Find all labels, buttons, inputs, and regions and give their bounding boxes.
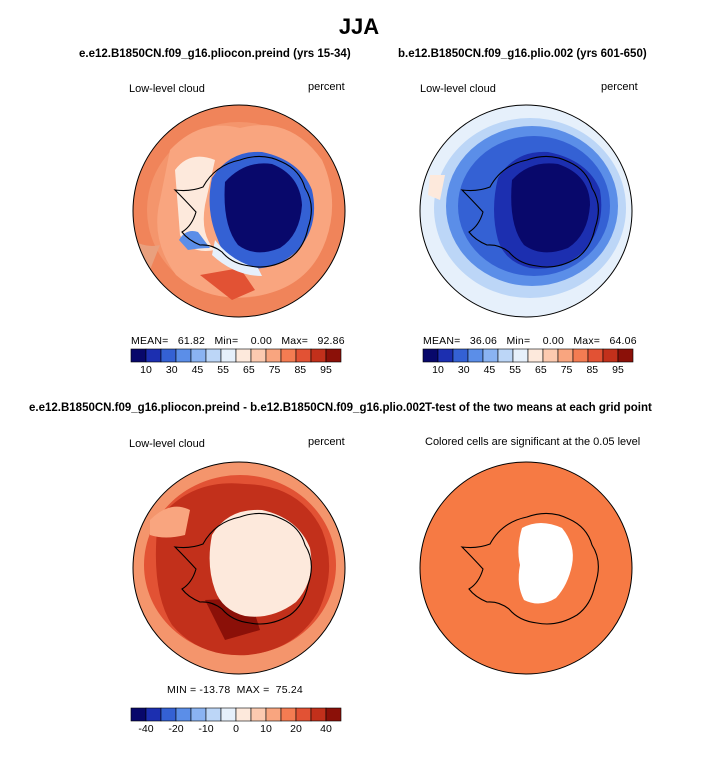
panel1-colorbar-tick-label: 30 (165, 364, 178, 376)
panel1-colorbar-tick-label: 75 (268, 364, 281, 376)
panel1-colorbar-swatch (190, 348, 207, 363)
panel2-colorbar-tick-label: 75 (560, 364, 573, 376)
panel2-units-label: percent (601, 81, 638, 93)
panel1-colorbar-swatch (265, 348, 282, 363)
panel1-colorbar-swatch (130, 348, 147, 363)
panel3-colorbar-swatch (295, 707, 312, 722)
panel1-variable-label: Low-level cloud (129, 83, 205, 95)
panel3-colorbar-swatch (205, 707, 222, 722)
panel2-colorbar-swatch (482, 348, 499, 363)
panel2-antarctica-outline (460, 155, 599, 268)
panel2-colorbar-tick-label: 85 (586, 364, 599, 376)
panel1-colorbar-swatch (280, 348, 297, 363)
panel3-map (133, 462, 345, 674)
panel2-colorbar-swatch (602, 348, 619, 363)
panel3-map-border (132, 461, 346, 675)
panel2-map (420, 105, 632, 317)
panel3-colorbar-tick-label: 20 (290, 723, 302, 735)
panel2-colorbar-swatch (527, 348, 544, 363)
panel4-header: T-test of the two means at each grid poi… (425, 402, 652, 414)
panel1-colorbar-swatch (295, 348, 312, 363)
panel4-subtitle: Colored cells are significant at the 0.0… (425, 436, 641, 448)
panel2-colorbar-swatch (617, 348, 634, 363)
panel3-colorbar-swatch (310, 707, 327, 722)
panel2-colorbar-tick-label: 30 (457, 364, 470, 376)
panel3-colorbar-swatch (190, 707, 207, 722)
panel1-colorbar-tick-label: 45 (191, 364, 204, 376)
panel3-units-label: percent (308, 436, 345, 448)
panel3-colorbar-tick-label: 10 (260, 723, 272, 735)
panel2-colorbar-swatch (512, 348, 529, 363)
panel1-units-label: percent (308, 81, 345, 93)
panel1-colorbar-swatch (250, 348, 267, 363)
panel2-colorbar-swatch (557, 348, 574, 363)
panel1-colorbar-tick-label: 65 (243, 364, 255, 376)
panel1-colorbar-tick-label: 55 (217, 364, 229, 376)
panel2-colorbar (422, 348, 634, 363)
panel3-colorbar-tick-label: -40 (138, 723, 154, 735)
panel2-header: b.e12.B1850CN.f09_g16.plio.002 (yrs 601-… (398, 48, 647, 60)
panel3-colorbar-swatch (280, 707, 297, 722)
panel2-colorbar-tick-label: 10 (432, 364, 444, 376)
panel3-colorbar-tick-label: 0 (233, 723, 239, 735)
panel3-colorbar-tick-label: -20 (168, 723, 184, 735)
panel1-colorbar (130, 348, 342, 363)
panel2-colorbar-tick-label: 65 (535, 364, 547, 376)
panel2-map-border (419, 104, 633, 318)
panel1-map-border (132, 104, 346, 318)
panel2-colorbar-swatch (452, 348, 469, 363)
panel3-header: e.e12.B1850CN.f09_g16.pliocon.preind - b… (29, 402, 426, 414)
panel2-colorbar-swatch (467, 348, 484, 363)
panel2-colorbar-tick-label: 55 (509, 364, 521, 376)
panel3-colorbar-swatch (175, 707, 192, 722)
panel1-colorbar-swatch (220, 348, 237, 363)
page-title: JJA (338, 14, 380, 39)
panel1-colorbar-swatch (205, 348, 222, 363)
panel1-colorbar-swatch (145, 348, 162, 363)
panel4-map-border (419, 461, 633, 675)
panel1-colorbar-tick-label: 10 (140, 364, 152, 376)
panel2-colorbar-tick-label: 45 (483, 364, 496, 376)
panel2-colorbar-tick-label: 95 (612, 364, 624, 376)
panel3-stats: MIN = -13.78 MAX = 75.24 (167, 684, 303, 696)
panel1-antarctica-outline (173, 155, 312, 268)
panel3-colorbar-swatch (145, 707, 162, 722)
panel2-colorbar-swatch (497, 348, 514, 363)
panel1-map (133, 105, 345, 317)
panel1-header: e.e12.B1850CN.f09_g16.pliocon.preind (yr… (79, 48, 351, 60)
panel3-colorbar-tick-label: 40 (320, 723, 332, 735)
panel4-antarctica-outline (460, 512, 599, 625)
panel2-stats: MEAN= 36.06 Min= 0.00 Max= 64.06 (423, 335, 637, 347)
panel1-stats: MEAN= 61.82 Min= 0.00 Max= 92.86 (131, 335, 345, 347)
panel1-colorbar-swatch (235, 348, 252, 363)
panel3-colorbar-swatch (130, 707, 147, 722)
panel1-colorbar-swatch (310, 348, 327, 363)
panel3-colorbar-swatch (250, 707, 267, 722)
panel2-colorbar-swatch (542, 348, 559, 363)
panel2-colorbar-swatch (437, 348, 454, 363)
panel1-colorbar-tick-label: 85 (294, 364, 307, 376)
panel1-colorbar-swatch (160, 348, 177, 363)
panel3-antarctica-outline (173, 512, 312, 625)
panel3-colorbar (130, 707, 342, 722)
panel3-colorbar-swatch (265, 707, 282, 722)
panel2-colorbar-swatch (572, 348, 589, 363)
panel2-colorbar-swatch (422, 348, 439, 363)
panel1-colorbar-swatch (175, 348, 192, 363)
panel2-variable-label: Low-level cloud (420, 83, 496, 95)
panel3-colorbar-swatch (235, 707, 252, 722)
panel4-map (420, 462, 632, 674)
panel3-colorbar-tick-label: -10 (198, 723, 214, 735)
panel3-colorbar-swatch (160, 707, 177, 722)
panel3-colorbar-swatch (220, 707, 237, 722)
panel1-colorbar-swatch (325, 348, 342, 363)
panel3-variable-label: Low-level cloud (129, 438, 205, 450)
panel3-colorbar-swatch (325, 707, 342, 722)
panel1-colorbar-tick-label: 95 (320, 364, 332, 376)
panel2-colorbar-swatch (587, 348, 604, 363)
